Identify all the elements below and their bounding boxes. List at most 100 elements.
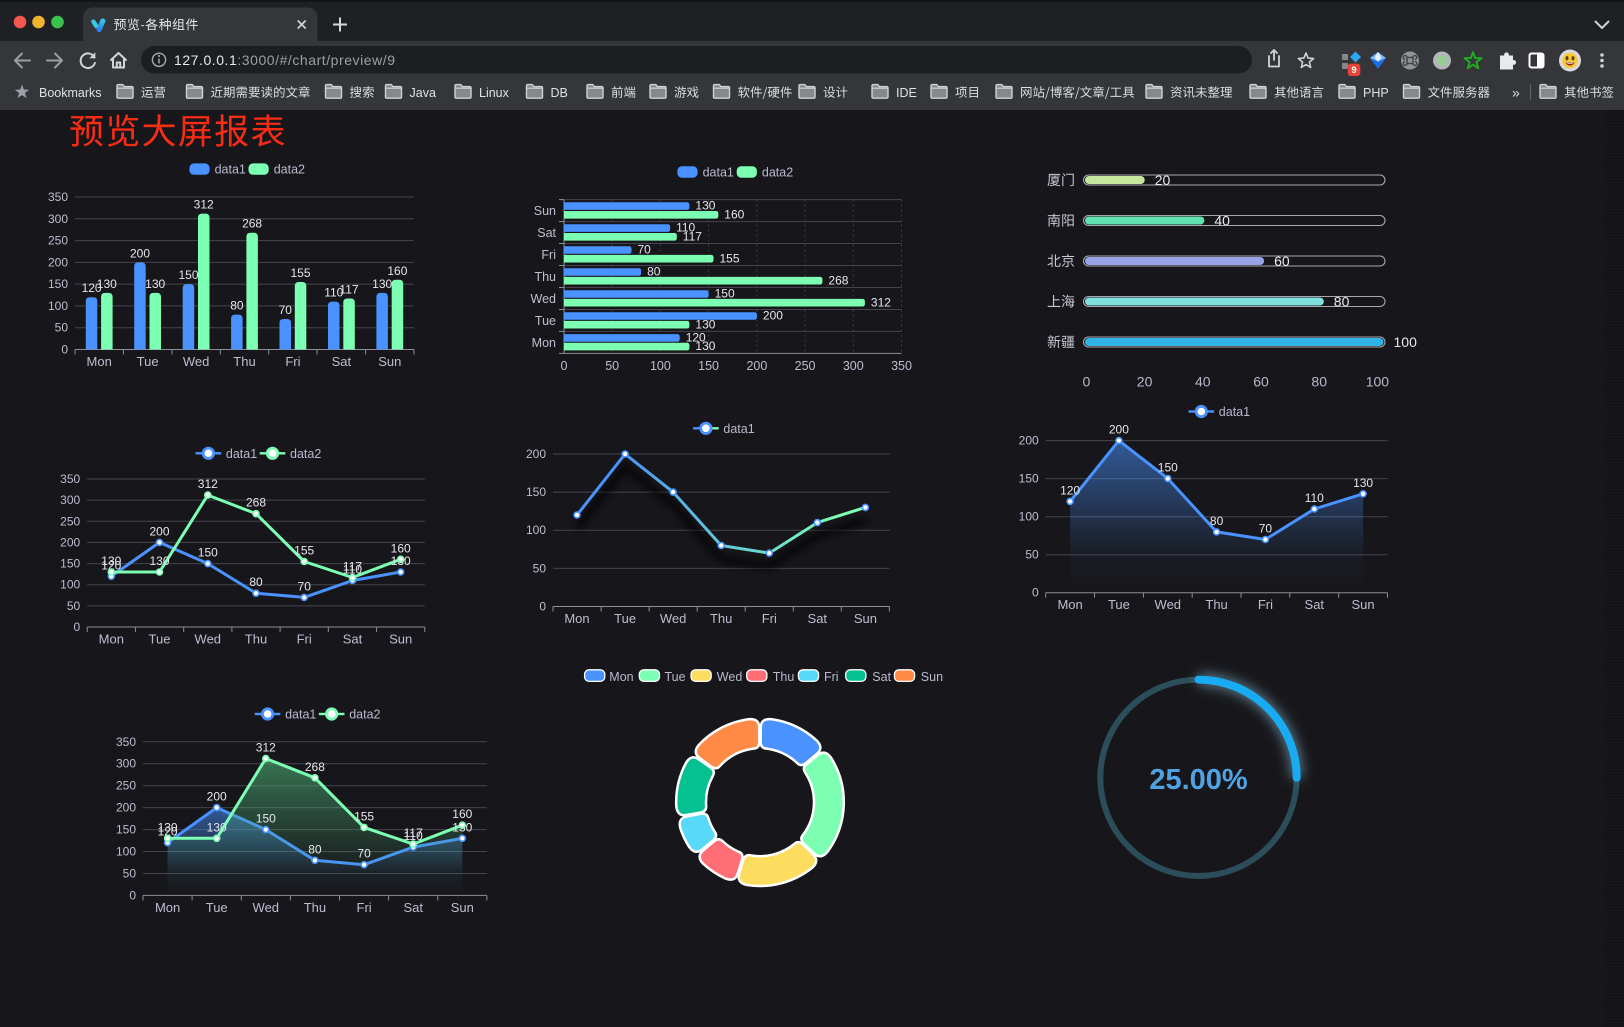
svg-text:IDE: IDE <box>896 86 917 100</box>
svg-text:150: 150 <box>1158 461 1178 475</box>
svg-text:117: 117 <box>339 283 358 297</box>
svg-text:Wed: Wed <box>253 900 280 915</box>
svg-text:80: 80 <box>308 842 322 856</box>
svg-text:350: 350 <box>116 735 136 749</box>
svg-text:70: 70 <box>279 303 293 317</box>
svg-text:Wed: Wed <box>1155 597 1182 612</box>
svg-text:130: 130 <box>101 554 121 568</box>
svg-text:40: 40 <box>1195 374 1211 390</box>
svg-text:Tue: Tue <box>137 354 159 369</box>
svg-text:Sun: Sun <box>854 611 877 626</box>
svg-text:Mon: Mon <box>87 354 112 369</box>
svg-text:130: 130 <box>158 820 178 834</box>
svg-text:Tue: Tue <box>665 670 686 684</box>
svg-text:Fri: Fri <box>357 900 372 915</box>
svg-text:Thu: Thu <box>304 900 326 915</box>
svg-text:Sat: Sat <box>1305 597 1325 612</box>
svg-text:80: 80 <box>647 265 661 279</box>
svg-text:200: 200 <box>60 535 80 549</box>
svg-text:Java: Java <box>410 86 436 100</box>
svg-text:200: 200 <box>746 359 767 373</box>
svg-text:70: 70 <box>1259 522 1273 536</box>
svg-text:110: 110 <box>404 829 423 843</box>
svg-text:data2: data2 <box>274 163 305 177</box>
svg-text:Sun: Sun <box>534 204 556 218</box>
svg-text:Mon: Mon <box>532 336 556 350</box>
svg-text:60: 60 <box>1253 374 1269 390</box>
svg-text:Mon: Mon <box>155 900 180 915</box>
svg-text:250: 250 <box>60 514 80 528</box>
svg-text:Thu: Thu <box>534 270 556 284</box>
svg-text:Fri: Fri <box>297 632 312 647</box>
svg-text:110: 110 <box>1305 491 1324 505</box>
svg-text:data1: data1 <box>215 163 246 177</box>
svg-text:200: 200 <box>130 246 150 260</box>
svg-text:0: 0 <box>61 343 68 357</box>
svg-text:150: 150 <box>526 485 546 499</box>
svg-text:300: 300 <box>48 212 68 226</box>
svg-text:data2: data2 <box>290 447 321 461</box>
svg-text:117: 117 <box>683 229 702 243</box>
svg-text:130: 130 <box>145 277 165 291</box>
svg-text:130: 130 <box>207 820 227 834</box>
svg-text:0: 0 <box>561 359 568 373</box>
svg-text:100: 100 <box>60 578 80 592</box>
svg-text:70: 70 <box>638 243 652 257</box>
svg-text:350: 350 <box>60 472 80 486</box>
svg-text:150: 150 <box>60 557 80 571</box>
svg-text:130: 130 <box>695 339 715 353</box>
svg-text:»: » <box>1512 85 1520 101</box>
svg-text:Tue: Tue <box>535 314 556 328</box>
svg-text:Thu: Thu <box>710 611 732 626</box>
svg-text:300: 300 <box>116 757 136 771</box>
svg-text:155: 155 <box>290 266 310 280</box>
svg-text:100: 100 <box>48 299 68 313</box>
svg-text:155: 155 <box>294 544 314 558</box>
svg-text:130: 130 <box>372 277 392 291</box>
svg-text:50: 50 <box>67 599 81 613</box>
svg-text:Thu: Thu <box>233 354 255 369</box>
svg-text:Sun: Sun <box>378 354 401 369</box>
svg-text:110: 110 <box>324 286 343 300</box>
svg-text:312: 312 <box>256 741 276 755</box>
svg-text:80: 80 <box>1334 294 1350 310</box>
svg-text:DB: DB <box>551 86 568 100</box>
svg-text:120: 120 <box>158 825 178 839</box>
svg-text:0: 0 <box>1032 586 1039 600</box>
svg-text:100: 100 <box>1366 374 1390 390</box>
svg-text:100: 100 <box>116 845 136 859</box>
svg-text:Tue: Tue <box>206 900 228 915</box>
svg-text:80: 80 <box>1311 374 1327 390</box>
svg-text:200: 200 <box>526 447 546 461</box>
svg-text:50: 50 <box>123 867 137 881</box>
svg-text:data1: data1 <box>226 447 257 461</box>
svg-text:117: 117 <box>343 560 362 574</box>
svg-text:Linux: Linux <box>479 86 510 100</box>
svg-text:350: 350 <box>48 190 68 204</box>
svg-text:250: 250 <box>795 359 816 373</box>
svg-text:160: 160 <box>391 541 411 555</box>
svg-text:60: 60 <box>1274 253 1290 269</box>
svg-text:0: 0 <box>74 620 81 634</box>
svg-text:Mon: Mon <box>1057 597 1082 612</box>
svg-text:80: 80 <box>249 575 263 589</box>
svg-text:Thu: Thu <box>245 632 267 647</box>
svg-text:150: 150 <box>178 268 198 282</box>
svg-text:268: 268 <box>305 760 325 774</box>
svg-text:100: 100 <box>526 523 546 537</box>
svg-text:130: 130 <box>1353 476 1373 490</box>
svg-text:PHP: PHP <box>1363 86 1389 100</box>
svg-text:data1: data1 <box>723 422 754 436</box>
svg-text:0: 0 <box>1083 374 1091 390</box>
svg-text:312: 312 <box>198 477 218 491</box>
svg-text:Fri: Fri <box>824 670 839 684</box>
svg-text:Fri: Fri <box>1258 597 1273 612</box>
svg-text:130: 130 <box>695 317 715 331</box>
svg-text:150: 150 <box>1019 472 1039 486</box>
svg-text:Sat: Sat <box>343 632 363 647</box>
svg-text:Mon: Mon <box>564 611 589 626</box>
svg-text:250: 250 <box>116 779 136 793</box>
svg-text:70: 70 <box>298 579 312 593</box>
svg-text:100: 100 <box>650 359 671 373</box>
svg-text:Fri: Fri <box>541 248 556 262</box>
